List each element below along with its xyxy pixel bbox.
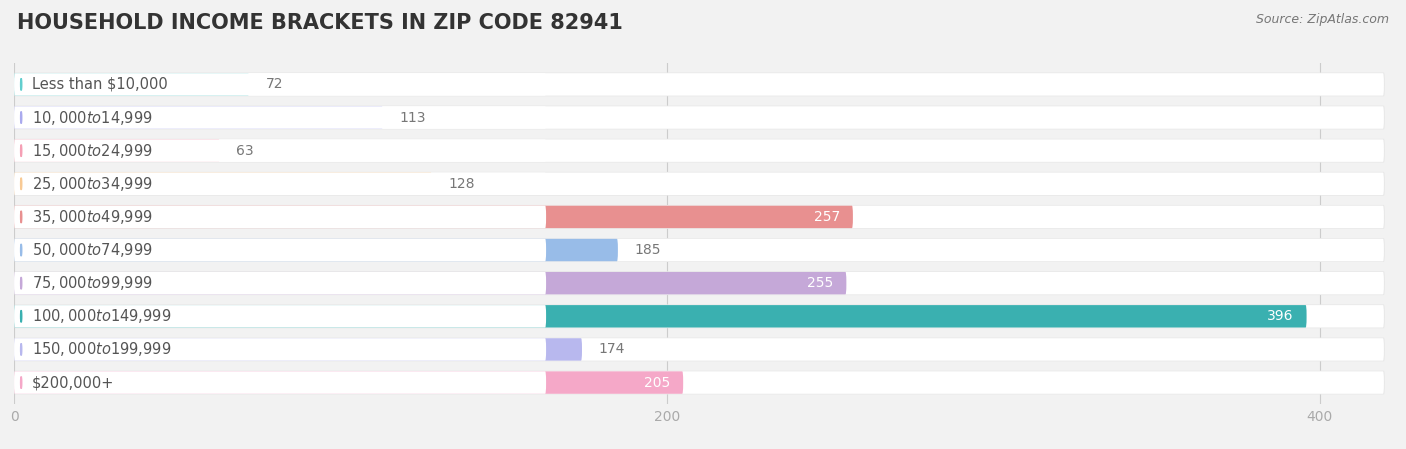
- Text: Less than $10,000: Less than $10,000: [31, 77, 167, 92]
- FancyBboxPatch shape: [15, 371, 1384, 394]
- FancyBboxPatch shape: [15, 305, 1384, 327]
- Text: HOUSEHOLD INCOME BRACKETS IN ZIP CODE 82941: HOUSEHOLD INCOME BRACKETS IN ZIP CODE 82…: [17, 13, 623, 34]
- FancyBboxPatch shape: [14, 338, 582, 361]
- FancyBboxPatch shape: [14, 139, 1385, 163]
- FancyBboxPatch shape: [15, 140, 1384, 162]
- Text: $10,000 to $14,999: $10,000 to $14,999: [31, 109, 152, 127]
- FancyBboxPatch shape: [14, 172, 432, 195]
- FancyBboxPatch shape: [14, 140, 546, 162]
- Text: $15,000 to $24,999: $15,000 to $24,999: [31, 141, 152, 160]
- FancyBboxPatch shape: [15, 239, 1384, 261]
- FancyBboxPatch shape: [15, 272, 1384, 295]
- FancyBboxPatch shape: [14, 172, 546, 195]
- FancyBboxPatch shape: [15, 73, 1384, 96]
- Text: $35,000 to $49,999: $35,000 to $49,999: [31, 208, 152, 226]
- Text: 72: 72: [266, 77, 283, 92]
- FancyBboxPatch shape: [14, 205, 1385, 229]
- Text: $150,000 to $199,999: $150,000 to $199,999: [31, 340, 172, 358]
- FancyBboxPatch shape: [14, 305, 546, 327]
- FancyBboxPatch shape: [14, 272, 846, 295]
- FancyBboxPatch shape: [15, 206, 1384, 228]
- Text: 255: 255: [807, 276, 834, 290]
- Text: 174: 174: [599, 343, 624, 357]
- Text: $75,000 to $99,999: $75,000 to $99,999: [31, 274, 152, 292]
- FancyBboxPatch shape: [14, 73, 546, 96]
- FancyBboxPatch shape: [14, 371, 546, 394]
- Text: 205: 205: [644, 375, 671, 390]
- FancyBboxPatch shape: [14, 106, 382, 129]
- Text: $25,000 to $34,999: $25,000 to $34,999: [31, 175, 152, 193]
- FancyBboxPatch shape: [14, 272, 546, 295]
- Text: 113: 113: [399, 110, 426, 124]
- Text: Source: ZipAtlas.com: Source: ZipAtlas.com: [1256, 13, 1389, 26]
- FancyBboxPatch shape: [14, 305, 1306, 327]
- FancyBboxPatch shape: [14, 338, 546, 361]
- FancyBboxPatch shape: [14, 239, 617, 261]
- FancyBboxPatch shape: [14, 239, 546, 261]
- FancyBboxPatch shape: [14, 206, 853, 228]
- FancyBboxPatch shape: [14, 206, 546, 228]
- Text: 128: 128: [449, 177, 475, 191]
- FancyBboxPatch shape: [14, 140, 219, 162]
- FancyBboxPatch shape: [14, 238, 1385, 262]
- FancyBboxPatch shape: [15, 172, 1384, 195]
- FancyBboxPatch shape: [14, 172, 1385, 196]
- FancyBboxPatch shape: [15, 338, 1384, 361]
- FancyBboxPatch shape: [14, 106, 1385, 129]
- FancyBboxPatch shape: [14, 72, 1385, 97]
- Text: $200,000+: $200,000+: [31, 375, 114, 390]
- FancyBboxPatch shape: [14, 106, 546, 129]
- Text: 63: 63: [236, 144, 253, 158]
- FancyBboxPatch shape: [15, 106, 1384, 129]
- Text: 257: 257: [814, 210, 839, 224]
- FancyBboxPatch shape: [14, 370, 1385, 395]
- Text: $100,000 to $149,999: $100,000 to $149,999: [31, 307, 172, 326]
- FancyBboxPatch shape: [14, 304, 1385, 328]
- Text: 185: 185: [634, 243, 661, 257]
- FancyBboxPatch shape: [14, 271, 1385, 295]
- Text: 396: 396: [1267, 309, 1294, 323]
- Text: $50,000 to $74,999: $50,000 to $74,999: [31, 241, 152, 259]
- FancyBboxPatch shape: [14, 371, 683, 394]
- FancyBboxPatch shape: [14, 338, 1385, 361]
- FancyBboxPatch shape: [14, 73, 249, 96]
